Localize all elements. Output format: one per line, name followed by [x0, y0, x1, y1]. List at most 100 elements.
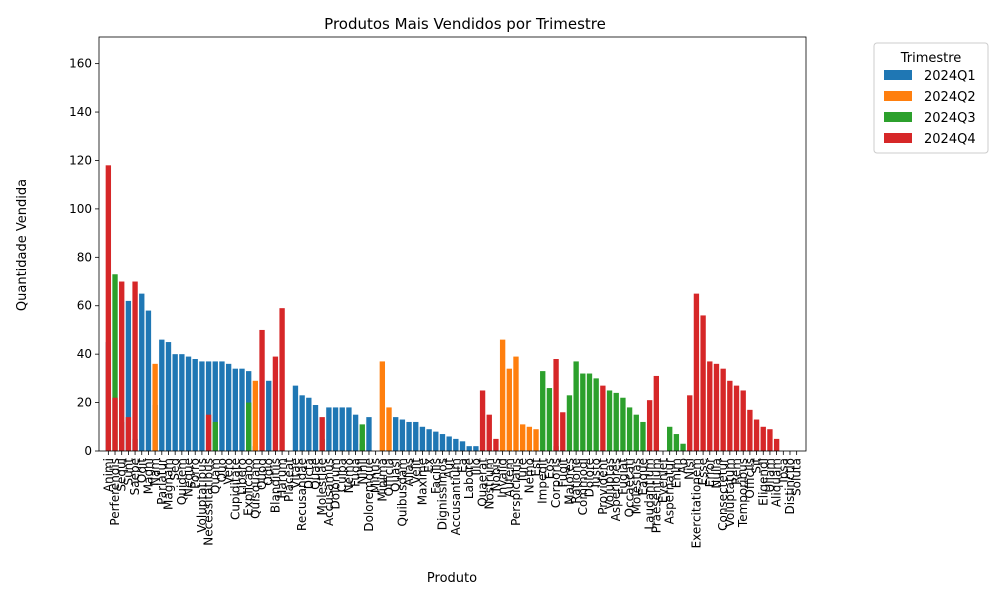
bar-2024Q1-Quasi	[393, 417, 399, 451]
bar-2024Q1-Magni	[145, 310, 152, 451]
bar-2024Q1-Accusamus	[326, 407, 332, 451]
bar-2024Q4-Corporis	[553, 359, 559, 451]
bar-2024Q1-Dignissimos	[439, 434, 446, 451]
bar-2024Q3-Voluptas	[606, 390, 613, 451]
x-tick-label: Vero	[222, 458, 236, 485]
x-tick-label: Accusantium	[449, 458, 463, 535]
x-tick-label: Eos	[542, 458, 556, 479]
x-tick-label: Praesentium	[649, 458, 663, 533]
bar-2024Q3-Quam	[212, 421, 218, 451]
bar-2024Q1-Doloremque	[366, 417, 372, 451]
legend-swatch-2024Q4	[884, 133, 912, 143]
y-tick-label: 40	[77, 347, 92, 361]
bar-2024Q1-Quae	[312, 405, 319, 451]
bar-2024Q4-Fugit	[560, 412, 566, 451]
bar-2024Q1-Quibusdam	[399, 419, 406, 451]
bar-2024Q4-Rem	[733, 385, 740, 451]
axes-frame	[98, 36, 807, 452]
x-tick-label: Sit	[750, 458, 764, 474]
bar-2024Q1-Facilis	[433, 431, 439, 451]
x-tick-label: Nemo	[342, 458, 356, 493]
x-tick-label: Ea	[456, 458, 470, 473]
bar-2024Q4-Nulla	[713, 363, 720, 451]
x-tick-label: Corporis	[549, 458, 563, 508]
x-tick-label: Nostrum	[482, 458, 496, 510]
x-tick-label: Pariatur	[155, 458, 169, 505]
plot-area: 0 20 40 60 80 100 120 140 160 AnimiPerferendisSeq…	[69, 36, 807, 548]
x-tick-label: Quisquam	[248, 458, 262, 519]
bar-2024Q4-Laudantium	[646, 400, 653, 451]
x-tick-label: Odio	[262, 458, 276, 486]
x-tick-label: Aut	[442, 458, 456, 479]
x-tick-label: Maiores	[562, 458, 576, 505]
legend-label-2024Q3: 2024Q3	[924, 111, 976, 126]
x-tick-label: Porro	[188, 458, 202, 489]
x-tick-label: Animi	[101, 458, 115, 492]
bar-2024Q2-Minima	[379, 361, 386, 451]
bar-2024Q3-Impedit	[540, 371, 546, 451]
y-tick-label: 0	[84, 444, 92, 458]
x-tick-label: Provident	[596, 458, 610, 515]
x-tick-label: Necessitatibus	[202, 458, 216, 546]
x-tick-label: Nisi	[683, 458, 697, 480]
x-tick-label: Eveniet	[656, 458, 670, 503]
x-tick-label: Perferendis	[108, 458, 122, 526]
x-tick-label: Harum	[275, 458, 289, 499]
x-tick-label: Consectetur	[716, 458, 730, 531]
bar-2024Q1-Ex	[426, 429, 432, 451]
x-tick-label: Voluptatibus	[195, 458, 209, 533]
bar-2024Q2-Nemo2	[526, 426, 533, 451]
bar-2024Q1-Alias	[406, 421, 412, 451]
x-tick-label: Magnam	[161, 458, 175, 510]
x-tick-label: Recusandae	[295, 458, 309, 531]
x-tick-label: Aliquam	[770, 458, 784, 507]
x-tick-label: Quidem	[175, 458, 189, 505]
legend-swatch-2024Q2	[884, 91, 912, 101]
bar-2024Q1-Quidem	[179, 354, 185, 451]
x-tick-label: Rem	[730, 458, 744, 485]
x-tick-label: Soluta	[790, 458, 804, 496]
bar-2024Q4-Nobis	[493, 438, 499, 451]
x-tick-label: Culpa	[335, 458, 349, 492]
x-tick-label: Distinctio	[783, 458, 797, 514]
x-tick-label: Ab	[676, 458, 690, 474]
x-tick-label: Nobis	[489, 458, 503, 492]
legend-swatch-2024Q3	[884, 112, 912, 122]
bar-2024Q1-Ea	[459, 441, 466, 451]
x-tick-label: Minima	[375, 458, 389, 502]
x-tick-label: Eaque	[636, 458, 650, 496]
x-tick-label: Dicta	[302, 458, 316, 489]
bar-2024Q4-Molestiae	[319, 417, 325, 451]
x-tick-label: Dolorum	[329, 458, 343, 510]
bar-2024Q4-Sit	[753, 419, 760, 451]
x-tick-label: Eligendi	[756, 458, 770, 506]
x-tick-label: Illo	[469, 458, 483, 476]
x-tick-label: Ratione	[569, 458, 583, 504]
bar-2024Q3-Enim	[673, 434, 680, 451]
x-tick-label: Minus	[369, 458, 383, 493]
legend-swatch-2024Q1	[884, 70, 912, 80]
x-tick-label: Quaerat	[476, 458, 490, 507]
bar-2024Q1-Maxime	[419, 426, 426, 451]
bar-2024Q1-Magnam	[165, 342, 172, 451]
x-tick-label: Exercitationem	[689, 458, 703, 548]
bar-2024Q1-Porro	[192, 359, 198, 451]
x-tick-label: Laudantium	[643, 458, 657, 530]
bar-2024Q3-Eaque	[640, 421, 646, 451]
y-tick-label: 20	[77, 396, 92, 410]
x-tick-label: Perspiciatis	[509, 458, 523, 526]
bar-2024Q1-Libero	[239, 368, 245, 451]
x-axis-label: Produto	[427, 571, 477, 586]
bar-2024Q1-Aut	[446, 436, 452, 451]
bar-2024Q3-Occaecati	[626, 407, 633, 451]
bar-2024Q1-Odit	[139, 293, 145, 451]
x-tick-label: Vitae	[288, 458, 302, 489]
bar-2024Q4-Sequi	[119, 281, 125, 451]
bar-2024Q3-Eos	[546, 388, 553, 451]
bar-2024Q4-Ullam	[767, 429, 773, 451]
bar-2024Q3-Aspernatur	[667, 426, 673, 451]
bar-2024Q1-Velit	[413, 421, 419, 451]
x-tick-label: Fugiat	[616, 458, 630, 495]
x-tick-label: Aspernatur	[663, 458, 677, 524]
